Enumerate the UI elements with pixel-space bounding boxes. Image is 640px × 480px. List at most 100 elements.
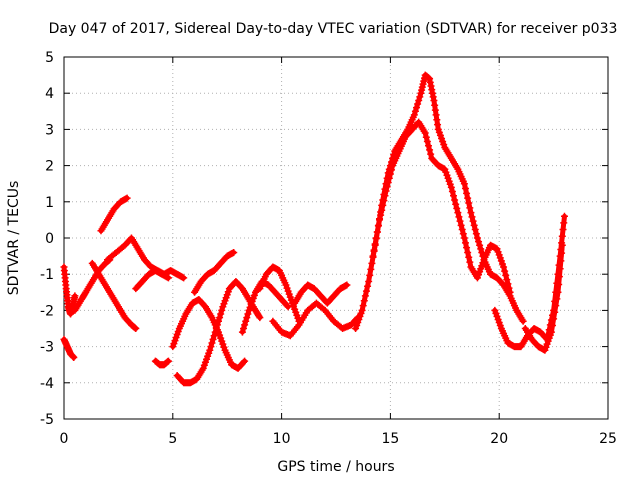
- series-track-q: [369, 118, 514, 296]
- data-point: [369, 252, 377, 260]
- data-point: [456, 217, 464, 225]
- data-point: [217, 310, 225, 318]
- x-tick-label: 0: [60, 431, 69, 447]
- data-point: [207, 343, 215, 351]
- data-point: [427, 150, 435, 158]
- data-point: [459, 230, 467, 238]
- data-point: [208, 339, 216, 347]
- data-point: [550, 315, 558, 323]
- x-tick-label: 5: [168, 431, 177, 447]
- data-point: [471, 226, 479, 234]
- data-point: [461, 239, 469, 247]
- data-point: [209, 335, 217, 343]
- data-point: [453, 204, 461, 212]
- series-track-d: [97, 194, 131, 235]
- data-point: [374, 222, 382, 230]
- data-point: [123, 194, 131, 202]
- series-track-o: [291, 281, 351, 307]
- data-point: [381, 192, 389, 200]
- data-point: [385, 174, 393, 182]
- data-point: [378, 206, 386, 214]
- data-point: [240, 358, 248, 366]
- data-point: [240, 325, 248, 332]
- y-tick-label: 0: [45, 231, 54, 247]
- data-point: [560, 219, 568, 227]
- data-point: [241, 321, 249, 329]
- data-point: [502, 271, 510, 279]
- data-point: [206, 346, 214, 354]
- y-tick-label: -5: [40, 412, 54, 428]
- series-track-c: [71, 256, 114, 314]
- data-point: [463, 189, 471, 197]
- data-point: [504, 280, 512, 288]
- data-point: [473, 234, 481, 242]
- data-point: [180, 274, 188, 282]
- data-point: [501, 267, 509, 275]
- data-point: [70, 353, 78, 361]
- data-point: [552, 302, 560, 310]
- data-point: [218, 306, 226, 314]
- y-tick-label: 1: [45, 195, 54, 211]
- series-track-b: [60, 335, 78, 361]
- data-point: [469, 217, 477, 225]
- data-point: [413, 104, 421, 112]
- axis-ticks: 0 5 10 15 20 25 -5 -4 -3 -2 -1 0 1 2 3 4 5: [40, 50, 617, 447]
- data-point: [386, 170, 394, 178]
- data-point: [210, 332, 218, 340]
- x-tick-label: 15: [381, 431, 399, 447]
- data-point: [464, 194, 472, 202]
- data-point: [472, 230, 480, 238]
- data-point: [376, 216, 384, 224]
- data-point: [519, 317, 527, 325]
- series-track-k: [191, 248, 238, 296]
- data-point: [423, 137, 431, 145]
- data-point: [367, 265, 375, 273]
- data-point: [466, 204, 474, 212]
- data-point: [426, 146, 434, 154]
- data-point: [505, 284, 513, 292]
- x-tick-label: 20: [490, 431, 508, 447]
- data-point: [241, 357, 249, 365]
- data-point: [554, 288, 562, 296]
- y-axis-label: SDTVAR / TECUs: [6, 181, 22, 296]
- data-point: [384, 178, 392, 186]
- data-point: [553, 295, 561, 303]
- data-point: [372, 234, 380, 242]
- series-track-h: [151, 357, 172, 369]
- x-tick-label: 25: [599, 431, 617, 447]
- data-point: [211, 328, 219, 336]
- data-point: [283, 302, 291, 310]
- data-point: [558, 241, 566, 249]
- data-point: [415, 96, 423, 104]
- series-track-s: [521, 241, 566, 354]
- data-point: [560, 212, 568, 220]
- data-point: [464, 248, 472, 256]
- data-point: [454, 209, 462, 217]
- data-point: [358, 306, 366, 314]
- data-point: [460, 180, 468, 188]
- data-point: [387, 166, 395, 174]
- data-point: [465, 253, 473, 261]
- data-point: [216, 314, 224, 322]
- data-point: [343, 281, 351, 289]
- data-point: [214, 317, 222, 325]
- data-point: [373, 228, 381, 236]
- data-point: [422, 133, 430, 141]
- data-point: [455, 213, 463, 221]
- data-point: [470, 221, 478, 229]
- data-point: [503, 276, 511, 284]
- data-point: [164, 357, 172, 365]
- data-point: [424, 142, 432, 150]
- data-point: [411, 107, 419, 115]
- data-point: [559, 226, 567, 234]
- data-point: [458, 226, 466, 234]
- data-marks: [60, 71, 568, 387]
- data-point: [447, 183, 455, 191]
- y-tick-label: 3: [45, 122, 54, 138]
- y-tick-label: -2: [40, 303, 54, 319]
- y-tick-label: 2: [45, 159, 54, 175]
- data-point: [212, 325, 220, 332]
- data-point: [371, 240, 379, 248]
- data-point: [382, 187, 390, 195]
- data-point: [238, 328, 246, 336]
